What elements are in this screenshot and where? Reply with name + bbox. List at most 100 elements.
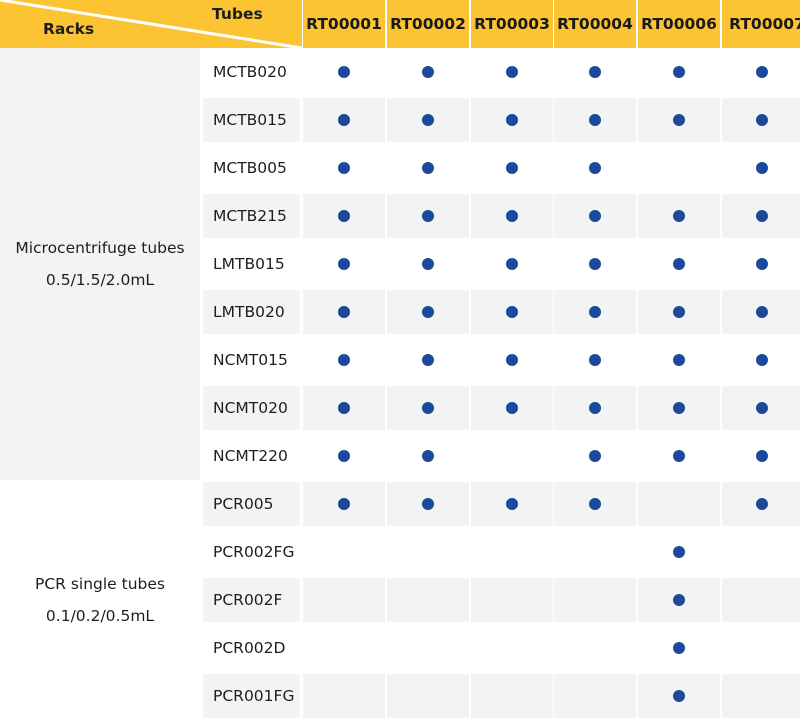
compatible-dot-icon	[422, 354, 434, 366]
tubes-header: Tubes	[212, 5, 263, 23]
column-header: RT00007	[722, 0, 800, 48]
header-corner: Racks Tubes	[0, 0, 302, 48]
compat-cell	[303, 194, 385, 238]
compatible-dot-icon	[589, 66, 601, 78]
compatible-dot-icon	[422, 498, 434, 510]
compatible-dot-icon	[422, 114, 434, 126]
compat-cell	[303, 482, 385, 526]
compat-cell	[387, 674, 469, 718]
tube-name-cell: MCTB005	[213, 159, 287, 177]
compat-cell	[638, 434, 720, 478]
compat-cell	[722, 674, 800, 718]
compat-cell	[554, 194, 636, 238]
compat-cell	[471, 674, 553, 718]
compat-cell	[387, 578, 469, 622]
compatible-dot-icon	[673, 642, 685, 654]
compatible-dot-icon	[589, 402, 601, 414]
category-cell: Microcentrifuge tubes 0.5/1.5/2.0mL	[0, 48, 200, 480]
tube-name-cell: PCR002FG	[213, 543, 295, 561]
compat-cell	[387, 290, 469, 334]
compatible-dot-icon	[338, 498, 350, 510]
compatible-dot-icon	[422, 306, 434, 318]
compat-cell	[554, 242, 636, 286]
compat-cell	[387, 338, 469, 382]
category-volume: 0.5/1.5/2.0mL	[45, 271, 155, 289]
compatible-dot-icon	[506, 402, 518, 414]
compatible-dot-icon	[589, 258, 601, 270]
compat-cell	[722, 434, 800, 478]
tube-name-cell: PCR002D	[213, 639, 286, 657]
compatible-dot-icon	[338, 66, 350, 78]
compat-cell	[722, 482, 800, 526]
column-header: RT00002	[387, 0, 469, 48]
compatible-dot-icon	[756, 258, 768, 270]
compatible-dot-icon	[422, 402, 434, 414]
compat-cell	[722, 386, 800, 430]
compatible-dot-icon	[338, 114, 350, 126]
tube-name-cell: MCTB215	[203, 194, 300, 238]
compatible-dot-icon	[756, 114, 768, 126]
compatible-dot-icon	[338, 354, 350, 366]
compat-cell	[722, 290, 800, 334]
compatible-dot-icon	[673, 210, 685, 222]
compat-cell	[638, 482, 720, 526]
compatible-dot-icon	[422, 66, 434, 78]
compat-cell	[722, 338, 800, 382]
compat-cell	[471, 530, 553, 574]
column-header: RT00003	[471, 0, 553, 48]
category-volume: 0.1/0.2/0.5mL	[45, 607, 155, 625]
compat-cell	[554, 434, 636, 478]
compatible-dot-icon	[338, 162, 350, 174]
compat-cell	[387, 146, 469, 190]
compat-cell	[722, 626, 800, 670]
diagonal-divider	[0, 0, 302, 48]
compat-cell	[471, 578, 553, 622]
column-header: RT00006	[638, 0, 720, 48]
compatible-dot-icon	[756, 66, 768, 78]
compatible-dot-icon	[673, 402, 685, 414]
compat-cell	[638, 674, 720, 718]
compat-cell	[554, 674, 636, 718]
racks-header: Racks	[43, 20, 95, 38]
compatible-dot-icon	[756, 162, 768, 174]
compatible-dot-icon	[756, 498, 768, 510]
compat-cell	[387, 386, 469, 430]
compatible-dot-icon	[589, 354, 601, 366]
compatible-dot-icon	[506, 258, 518, 270]
compat-cell	[638, 578, 720, 622]
compat-cell	[722, 578, 800, 622]
compat-cell	[554, 626, 636, 670]
compat-cell	[638, 290, 720, 334]
compatible-dot-icon	[673, 354, 685, 366]
compatible-dot-icon	[506, 354, 518, 366]
compatible-dot-icon	[673, 594, 685, 606]
column-header: RT00001	[303, 0, 385, 48]
compatible-dot-icon	[756, 402, 768, 414]
compat-cell	[387, 482, 469, 526]
compat-cell	[554, 386, 636, 430]
compatible-dot-icon	[338, 258, 350, 270]
compatible-dot-icon	[338, 210, 350, 222]
compat-cell	[387, 50, 469, 94]
compat-cell	[638, 146, 720, 190]
compat-cell	[303, 434, 385, 478]
compat-cell	[638, 530, 720, 574]
compat-cell	[471, 146, 553, 190]
compatible-dot-icon	[589, 306, 601, 318]
compatible-dot-icon	[422, 258, 434, 270]
compatible-dot-icon	[506, 306, 518, 318]
compat-cell	[638, 194, 720, 238]
compat-cell	[303, 626, 385, 670]
compat-cell	[303, 146, 385, 190]
compat-cell	[303, 242, 385, 286]
compat-cell	[387, 626, 469, 670]
tube-name-cell: MCTB015	[203, 98, 300, 142]
compat-cell	[387, 98, 469, 142]
compatible-dot-icon	[673, 546, 685, 558]
compatible-dot-icon	[506, 498, 518, 510]
compat-cell	[303, 50, 385, 94]
compatible-dot-icon	[756, 210, 768, 222]
compatible-dot-icon	[589, 162, 601, 174]
tube-name-cell: LMTB015	[213, 255, 285, 273]
compat-cell	[554, 146, 636, 190]
